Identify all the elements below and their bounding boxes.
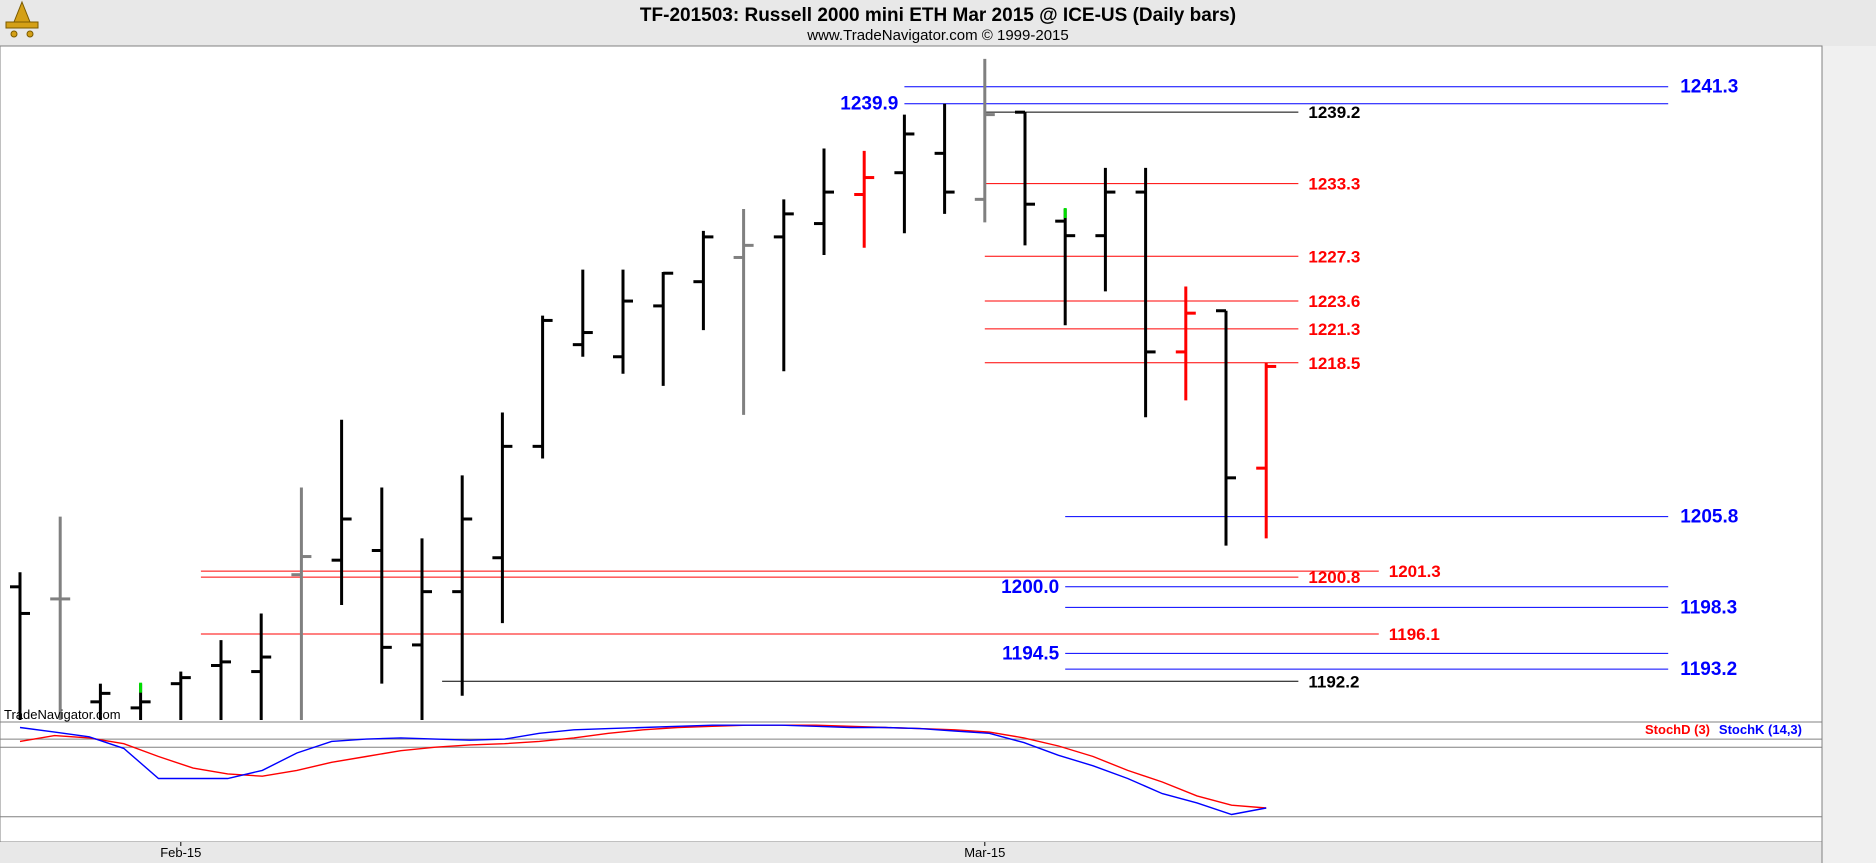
price-bar: [170, 671, 191, 720]
price-bar: [492, 412, 513, 624]
level-label: 1192.2: [1308, 672, 1359, 691]
price-bar: [1015, 110, 1035, 246]
price-bar: [412, 538, 432, 720]
chart-subtitle: www.TradeNavigator.com © 1999-2015: [806, 27, 1068, 44]
price-bar: [291, 487, 312, 720]
level-lines: 1241.3 1239.9 1239.2 1233.3 1227.3 1223.6 1221…: [200, 77, 1738, 691]
stochastic-lines: [0, 724, 1822, 818]
price-bar: [773, 199, 794, 372]
logo-icon: [5, 0, 39, 38]
price-bar: [693, 230, 714, 331]
level-label: 1221.3: [1308, 320, 1360, 339]
stoch-d-line: [19, 724, 1267, 809]
watermark: TradeNavigator.com: [4, 707, 121, 722]
price-bar: [894, 114, 915, 234]
level-label: 1196.1: [1389, 625, 1440, 644]
level-label: 1241.3: [1680, 77, 1738, 98]
level-label: 1233.3: [1308, 175, 1360, 194]
date-tick-label: Mar-15: [964, 845, 1005, 860]
price-bar: [251, 613, 272, 720]
price-bar: [854, 150, 875, 248]
price-bars: [10, 58, 1277, 720]
price-bar: [733, 209, 754, 415]
price-bar: [974, 58, 995, 223]
price-bar: [613, 269, 633, 374]
price-bar: [10, 572, 30, 720]
level-label: 1205.8: [1680, 507, 1738, 528]
legend-stoch-d: StochD (3): [1645, 722, 1710, 737]
level-label: 1227.3: [1308, 247, 1360, 266]
level-label: 1200.0: [1001, 577, 1059, 598]
date-tick-label: Feb-15: [160, 845, 201, 860]
level-label: 1198.3: [1680, 597, 1737, 618]
price-bar: [1055, 208, 1076, 326]
level-label: 1200.8: [1308, 568, 1360, 587]
price-bar: [452, 475, 473, 696]
price-bar: [50, 516, 71, 720]
price-bar: [1095, 167, 1116, 292]
price-bar: [572, 269, 593, 357]
level-label: 1201.3: [1389, 562, 1441, 581]
price-bar: [1256, 362, 1277, 539]
chart-title: TF-201503: Russell 2000 mini ETH Mar 201…: [640, 5, 1236, 26]
price-bar: [90, 683, 111, 720]
level-label: 1194.5: [1002, 643, 1059, 664]
stoch-k-line: [19, 724, 1267, 816]
stochastic-plot-area: [0, 721, 1823, 843]
price-bar: [331, 419, 352, 605]
level-label: 1223.6: [1308, 292, 1360, 311]
price-bar: [1175, 286, 1196, 401]
axis-strip: [1822, 46, 1876, 863]
legend-stoch-k: StochK (14,3): [1719, 722, 1802, 737]
level-label: 1239.9: [840, 94, 898, 115]
stochastic-panel: 5010027.64 StochD (3) StochK (14,3): [0, 721, 1861, 843]
price-bar: [934, 103, 955, 214]
price-panel: 1241.3 1239.9 1239.2 1233.3 1227.3 1223.6 1221…: [0, 45, 1867, 723]
price-bar: [1135, 167, 1156, 418]
price-plot-area: [0, 45, 1823, 723]
price-bar: [130, 682, 151, 720]
date-axis: Feb-15 Mar-15: [0, 842, 1822, 863]
level-label: 1239.2: [1308, 103, 1360, 122]
header-bar: [0, 0, 1876, 46]
price-bar: [814, 148, 834, 256]
price-bar: [1216, 309, 1236, 546]
price-bar: [653, 271, 674, 386]
date-axis-band: [0, 842, 1822, 863]
level-label: 1193.2: [1680, 659, 1737, 680]
price-bar: [371, 487, 392, 684]
level-label: 1218.5: [1308, 354, 1360, 373]
price-bar: [532, 315, 553, 459]
price-bar: [211, 640, 231, 720]
